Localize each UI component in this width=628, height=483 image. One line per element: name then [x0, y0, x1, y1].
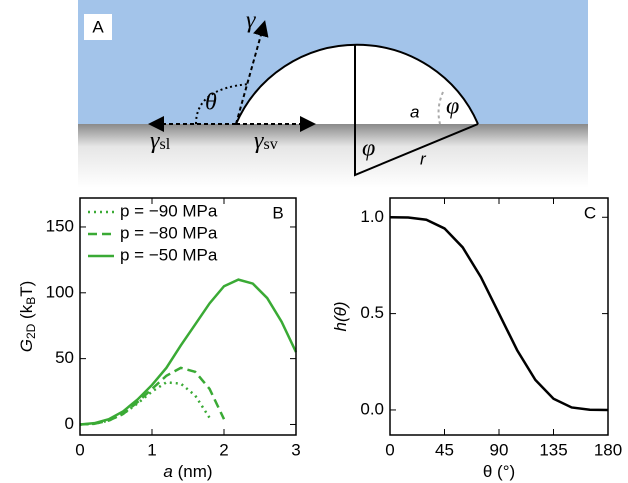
x-label-part: a: [163, 462, 172, 481]
y-tick-label: 150: [46, 216, 74, 235]
x-axis-label: θ (°): [483, 462, 515, 481]
x-axis-label: a (nm): [163, 462, 212, 481]
theta: θ: [205, 90, 217, 116]
y-tick-label: 0.0: [360, 399, 384, 418]
plot-frame: [389, 197, 609, 436]
substrate: [78, 124, 588, 188]
x-label-part: (nm): [173, 462, 213, 481]
x-tick-label: 180: [594, 440, 622, 459]
x-tick-label: 45: [435, 440, 454, 459]
y-tick-label: 0: [65, 414, 74, 433]
r-label: r: [420, 149, 427, 168]
series-line: [79, 278, 298, 426]
plot-frame: [79, 197, 297, 436]
panel-a: A γ θ γsl γsv a φ φ r: [78, 0, 588, 188]
x-tick-label: 1: [147, 440, 156, 459]
label-box: [84, 14, 112, 40]
y-label-part: G: [17, 339, 36, 352]
y-tick-label: 100: [46, 282, 74, 301]
label-box: [266, 202, 290, 224]
phi: φ: [362, 136, 375, 162]
cap: [235, 43, 479, 125]
y-tick-label: 50: [55, 348, 74, 367]
a-label: a: [410, 102, 419, 121]
x-tick-label: 135: [539, 440, 567, 459]
x-label-part: θ: [483, 462, 492, 481]
y-label-part: B: [24, 297, 38, 305]
legend-label: p = −90 MPa: [120, 201, 218, 220]
series-line: [79, 366, 226, 426]
x-label-part: (°): [492, 462, 515, 481]
y-axis-label: G2D (kBT): [17, 281, 38, 353]
series-line: [79, 381, 211, 426]
x-tick-label: 0: [385, 440, 394, 459]
phi-arc: [437, 91, 444, 125]
series-line: [389, 216, 609, 412]
y-label-part: h(θ): [331, 302, 350, 332]
gamma-arrow: [235, 20, 269, 125]
panel-label: A: [92, 17, 104, 36]
panel-label: B: [272, 203, 283, 222]
legend-label: p = −50 MPa: [120, 245, 218, 264]
phi: φ: [446, 94, 459, 120]
y-label-part: (k: [17, 304, 36, 323]
y-label-part: T): [17, 281, 36, 297]
y-tick-label: 1.0: [360, 207, 384, 226]
gamma-sv: γsv: [254, 128, 278, 154]
gamma-sl: γsl: [150, 128, 171, 154]
x-tick-label: 90: [490, 440, 509, 459]
theta-arc: [195, 83, 251, 125]
y-axis-label: h(θ): [331, 302, 350, 332]
panel-label: C: [584, 203, 596, 222]
gamma: γ: [246, 8, 256, 34]
geometry-lines: [354, 45, 479, 177]
x-tick-label: 2: [219, 440, 228, 459]
x-tick-label: 3: [291, 440, 300, 459]
legend-label: p = −80 MPa: [120, 223, 218, 242]
y-tick-label: 0.5: [360, 303, 384, 322]
label-box: [578, 202, 602, 224]
x-tick-label: 0: [75, 440, 84, 459]
y-label-part: 2D: [24, 323, 38, 339]
